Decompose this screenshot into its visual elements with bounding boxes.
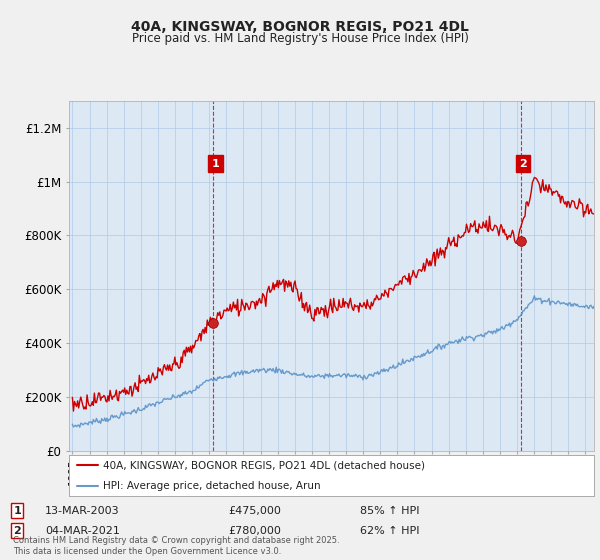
Text: 40A, KINGSWAY, BOGNOR REGIS, PO21 4DL (detached house): 40A, KINGSWAY, BOGNOR REGIS, PO21 4DL (d… <box>103 460 425 470</box>
Text: 1: 1 <box>212 159 219 169</box>
Text: Price paid vs. HM Land Registry's House Price Index (HPI): Price paid vs. HM Land Registry's House … <box>131 32 469 45</box>
Text: 1: 1 <box>13 506 21 516</box>
Text: 2: 2 <box>13 526 21 536</box>
Text: £475,000: £475,000 <box>228 506 281 516</box>
Text: Contains HM Land Registry data © Crown copyright and database right 2025.
This d: Contains HM Land Registry data © Crown c… <box>13 536 340 556</box>
Text: 85% ↑ HPI: 85% ↑ HPI <box>360 506 419 516</box>
Text: 40A, KINGSWAY, BOGNOR REGIS, PO21 4DL: 40A, KINGSWAY, BOGNOR REGIS, PO21 4DL <box>131 20 469 34</box>
Text: 62% ↑ HPI: 62% ↑ HPI <box>360 526 419 536</box>
Text: 04-MAR-2021: 04-MAR-2021 <box>45 526 120 536</box>
Text: 2: 2 <box>520 159 527 169</box>
Text: HPI: Average price, detached house, Arun: HPI: Average price, detached house, Arun <box>103 480 321 491</box>
Text: 13-MAR-2003: 13-MAR-2003 <box>45 506 119 516</box>
Text: £780,000: £780,000 <box>228 526 281 536</box>
